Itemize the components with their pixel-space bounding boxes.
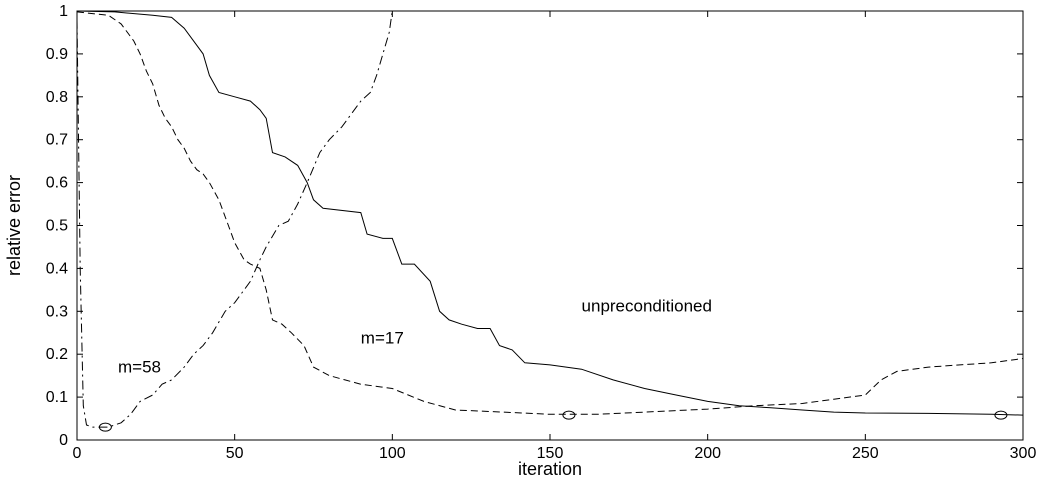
y-tick-label-6: 0.5 [46,218,68,235]
series-2-marker-1 [562,410,576,420]
x-tick-label-3: 100 [379,445,406,462]
x-tick-label-6: 250 [852,445,879,462]
annotation-2: m=17 [361,328,404,347]
x-tick-label-4: 150 [537,445,564,462]
series-line-1 [77,11,1023,416]
x-tick-label-2: 50 [226,445,244,462]
y-tick-label-9: 0.8 [46,89,68,106]
annotation-3: m=58 [118,358,161,377]
y-tick-label-10: 0.9 [46,46,68,63]
series-3-marker-1 [98,422,112,432]
y-tick-label-11: 1 [59,3,68,20]
series-line-2 [77,11,1023,415]
y-tick-label-8: 0.7 [46,132,68,149]
y-tick-label-4: 0.3 [46,303,68,320]
series-group [77,11,1023,432]
y-axis-label: relative error [4,175,24,276]
x-tick-label-5: 200 [694,445,721,462]
x-tick-label-7: 300 [1010,445,1037,462]
plot-frame [76,10,1024,441]
x-tick-label-1: 0 [73,445,82,462]
annotation-1: unpreconditioned [582,296,712,315]
y-tick-label-2: 0.1 [46,389,68,406]
y-tick-label-5: 0.4 [46,260,68,277]
x-axis-label: iteration [518,459,582,479]
extra-marker-1 [994,410,1008,420]
y-tick-label-7: 0.6 [46,175,68,192]
y-tick-label-1: 0 [59,432,68,449]
series-line-3 [77,11,393,428]
y-tick-label-3: 0.2 [46,346,68,363]
